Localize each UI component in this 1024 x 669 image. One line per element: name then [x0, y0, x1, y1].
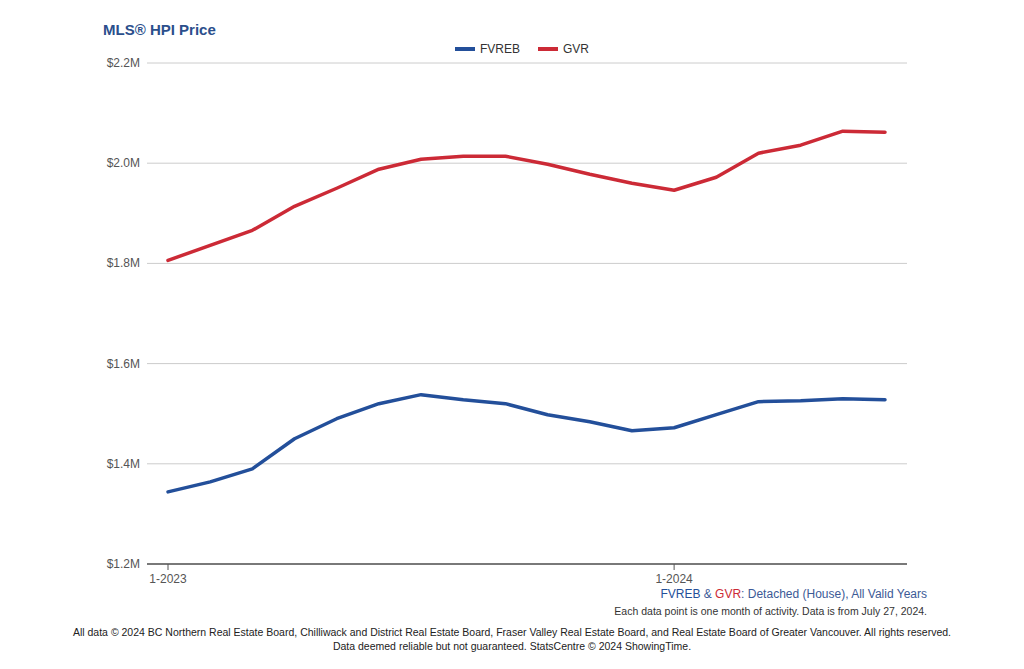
series-line [168, 131, 885, 260]
legend-label: GVR [563, 42, 589, 56]
note: Each data point is one month of activity… [614, 605, 927, 617]
y-tick-label: $2.0M [107, 156, 140, 170]
y-tick-label: $1.8M [107, 256, 140, 270]
series-line [168, 395, 885, 492]
footer-line: All data © 2024 BC Northern Real Estate … [73, 626, 951, 638]
grid-line [147, 63, 907, 64]
caption-part: GVR [715, 587, 741, 601]
legend-swatch [538, 47, 558, 51]
legend: FVREB GVR [455, 42, 589, 56]
footer-line: Data deemed reliable but not guaranteed.… [333, 640, 691, 652]
grid-line [147, 263, 907, 264]
y-tick-label: $1.4M [107, 457, 140, 471]
grid-line [147, 163, 907, 164]
legend-label: FVREB [480, 42, 520, 56]
caption-part: FVREB [660, 587, 700, 601]
caption-part: & [700, 587, 715, 601]
x-tick [674, 564, 675, 570]
caption: FVREB & GVR: Detached (House), All Valid… [660, 587, 927, 601]
x-tick-label: 1-2024 [655, 572, 693, 586]
x-tick-label: 1-2023 [149, 572, 187, 586]
y-tick-label: $1.2M [107, 557, 140, 571]
y-tick-label: $1.6M [107, 357, 140, 371]
x-tick [168, 564, 169, 570]
y-tick-label: $2.2M [107, 56, 140, 70]
caption-part: : Detached (House), All Valid Years [741, 587, 927, 601]
grid-line [147, 564, 907, 565]
legend-swatch [455, 47, 475, 51]
series-group [168, 131, 885, 492]
title: MLS® HPI Price [103, 21, 216, 38]
grid-line [147, 363, 907, 364]
chart: MLS® HPI Price FVREB GVR $1.2M $1.4M $1.6M $1.… [0, 0, 1024, 669]
x-axis [147, 563, 907, 565]
